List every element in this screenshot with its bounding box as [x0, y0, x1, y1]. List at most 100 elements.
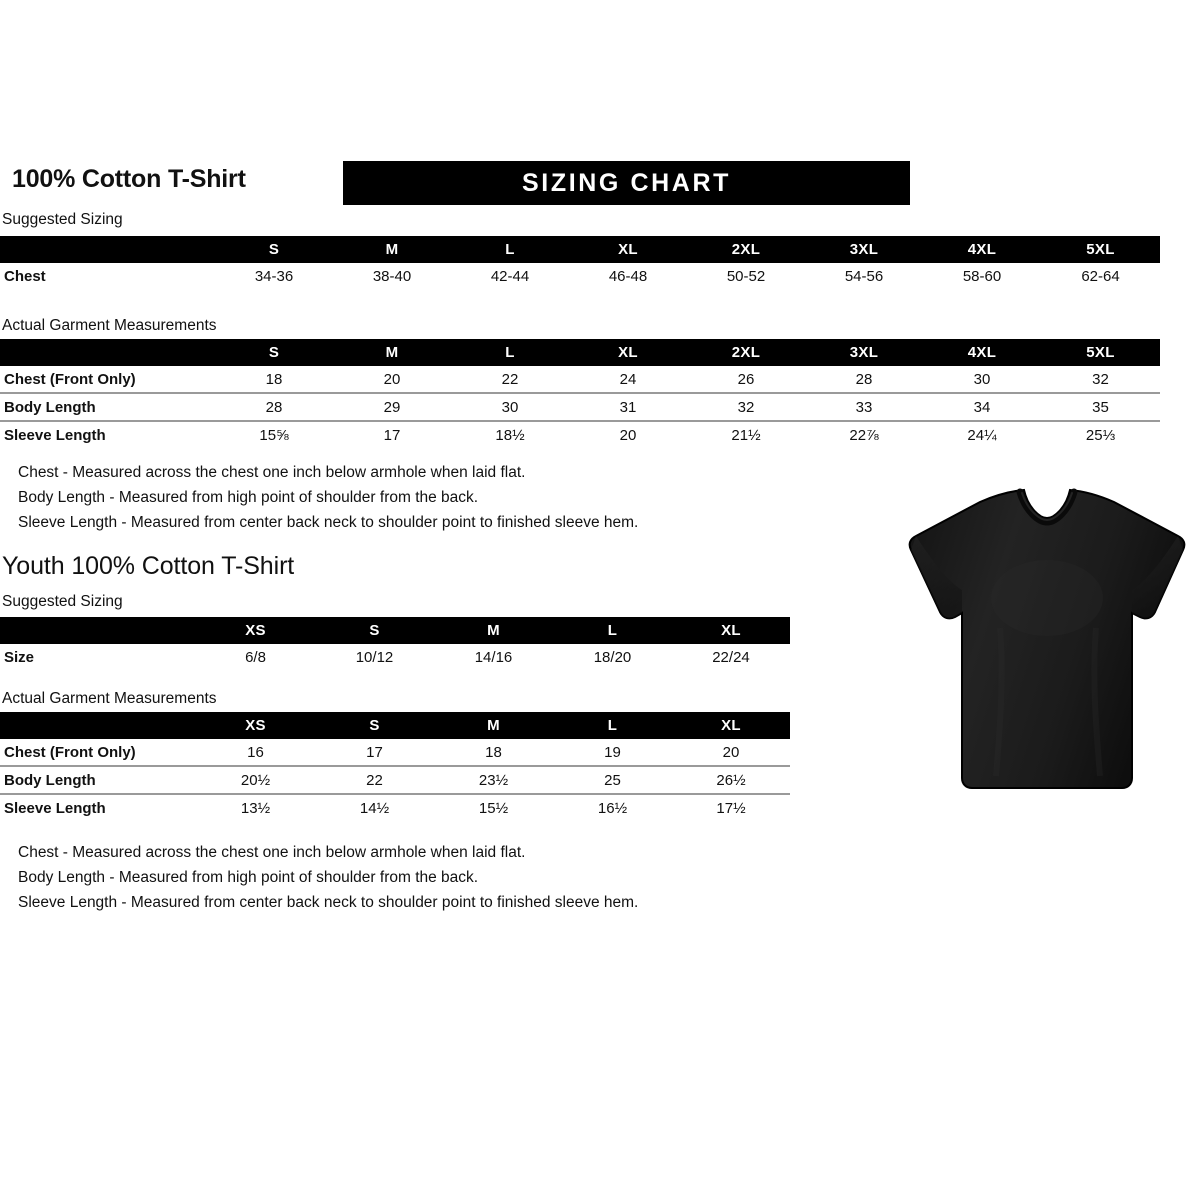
col-header-4xl: 4XL	[967, 241, 997, 258]
table-row: Chest 34-36 38-40 42-44 46-48 50-52 54-5…	[0, 263, 1160, 289]
row-label-chest: Chest	[0, 263, 215, 289]
cell-sleevelength-s: 14½	[315, 793, 434, 821]
col-header-xl: XL	[721, 622, 741, 639]
tshirt-body-shape	[908, 488, 1186, 789]
black-tshirt-icon	[908, 488, 1186, 789]
tshirt-product-image	[900, 478, 1192, 810]
col-header-l: L	[607, 717, 618, 734]
cell-bodylength-l: 25	[553, 765, 672, 794]
table-row: Sleeve Length 15⅝ 17 18½ 20 21½ 22⅞ 24¼ …	[0, 420, 1160, 448]
cell-chestfront-m: 18	[434, 739, 553, 766]
adult-suggested-caption: Suggested Sizing	[2, 211, 123, 228]
cell-chest-3xl: 54-56	[805, 263, 923, 289]
table-header-row: XS S M L XL	[0, 617, 790, 644]
col-header-5xl: 5XL	[1086, 344, 1115, 361]
note-sleeve-length: Sleeve Length - Measured from center bac…	[18, 894, 639, 911]
cell-sleevelength-l: 18½	[451, 420, 569, 448]
note-sleeve-length: Sleeve Length - Measured from center bac…	[18, 514, 639, 531]
tshirt-right-sleeve	[1132, 536, 1183, 619]
cell-bodylength-xs: 20½	[196, 765, 315, 794]
cell-sleevelength-xs: 13½	[196, 793, 315, 821]
cell-sleevelength-m: 17	[333, 420, 451, 448]
youth-actual-measurements-table: XS S M L XL Chest (Front Only) 16 17 18 …	[0, 712, 790, 821]
cell-chestfront-2xl: 26	[687, 366, 805, 393]
adult-actual-measurements-table: S M L XL 2XL 3XL 4XL 5XL Chest (Front On…	[0, 339, 1160, 448]
col-header-xs: XS	[245, 717, 266, 734]
col-header-label	[0, 339, 215, 366]
page-title: 100% Cotton T-Shirt	[12, 165, 246, 193]
row-label-body-length: Body Length	[0, 765, 196, 794]
cell-bodylength-3xl: 33	[805, 392, 923, 421]
cell-chestfront-s: 18	[215, 366, 333, 393]
row-label-chest-front-only: Chest (Front Only)	[0, 739, 196, 766]
cell-size-m: 14/16	[434, 644, 553, 670]
cell-chest-4xl: 58-60	[923, 263, 1041, 289]
sizing-chart-banner-label: SIZING CHART	[522, 169, 731, 197]
table-row: Size 6/8 10/12 14/16 18/20 22/24	[0, 644, 790, 670]
cell-chest-5xl: 62-64	[1041, 263, 1160, 289]
row-label-sleeve-length: Sleeve Length	[0, 420, 215, 448]
col-header-3xl: 3XL	[849, 344, 879, 361]
cell-chestfront-xl: 24	[569, 366, 687, 393]
cell-sleevelength-xl: 20	[569, 420, 687, 448]
row-label-sleeve-length: Sleeve Length	[0, 793, 196, 821]
table-header-row: S M L XL 2XL 3XL 4XL 5XL	[0, 236, 1160, 263]
note-body-length: Body Length - Measured from high point o…	[18, 869, 479, 886]
cell-chest-s: 34-36	[215, 263, 333, 289]
row-label-chest-front-only: Chest (Front Only)	[0, 366, 215, 393]
table-row: Sleeve Length 13½ 14½ 15½ 16½ 17½	[0, 793, 790, 821]
cell-chestfront-3xl: 28	[805, 366, 923, 393]
col-header-s: S	[268, 344, 280, 361]
col-header-2xl: 2XL	[731, 241, 761, 258]
cell-bodylength-m: 29	[333, 392, 451, 421]
col-header-m: M	[487, 622, 500, 639]
cell-bodylength-2xl: 32	[687, 392, 805, 421]
tshirt-chest-highlight	[991, 560, 1103, 636]
col-header-xs: XS	[245, 622, 266, 639]
cell-chestfront-s: 17	[315, 739, 434, 766]
col-header-m: M	[487, 717, 500, 734]
cell-chest-xl: 46-48	[569, 263, 687, 289]
sizing-chart-banner: SIZING CHART	[343, 161, 910, 205]
cell-size-xs: 6/8	[196, 644, 315, 670]
chart-header: 100% Cotton T-Shirt SIZING CHART	[10, 160, 1190, 210]
cell-sleevelength-m: 15½	[434, 793, 553, 821]
col-header-l: L	[607, 622, 618, 639]
tshirt-collar-highlight	[1021, 492, 1073, 522]
cell-sleevelength-4xl: 24¼	[923, 420, 1041, 448]
cell-chest-2xl: 50-52	[687, 263, 805, 289]
cell-chestfront-l: 19	[553, 739, 672, 766]
table-row: Chest (Front Only) 16 17 18 19 20	[0, 739, 790, 766]
col-header-2xl: 2XL	[731, 344, 761, 361]
row-label-body-length: Body Length	[0, 392, 215, 421]
table-header-row: XS S M L XL	[0, 712, 790, 739]
col-header-5xl: 5XL	[1086, 241, 1115, 258]
tshirt-collar-rib	[1016, 488, 1078, 526]
tshirt-fold-left	[993, 627, 1005, 777]
cell-sleevelength-5xl: 25⅓	[1041, 420, 1160, 448]
adult-actual-caption: Actual Garment Measurements	[2, 317, 217, 334]
cell-bodylength-s: 28	[215, 392, 333, 421]
cell-sleevelength-s: 15⅝	[215, 420, 333, 448]
col-header-m: M	[385, 241, 399, 258]
cell-size-xl: 22/24	[672, 644, 790, 670]
cell-chestfront-l: 22	[451, 366, 569, 393]
col-header-m: M	[385, 344, 399, 361]
youth-section-title: Youth 100% Cotton T-Shirt	[2, 552, 295, 580]
cell-chestfront-xs: 16	[196, 739, 315, 766]
tshirt-left-sleeve	[911, 536, 962, 619]
cell-bodylength-m: 23½	[434, 765, 553, 794]
cell-bodylength-4xl: 34	[923, 392, 1041, 421]
col-header-s: S	[369, 717, 380, 734]
table-row: Chest (Front Only) 18 20 22 24 26 28 30 …	[0, 366, 1160, 393]
table-row: Body Length 28 29 30 31 32 33 34 35	[0, 392, 1160, 421]
cell-bodylength-l: 30	[451, 392, 569, 421]
table-row: Body Length 20½ 22 23½ 25 26½	[0, 765, 790, 794]
youth-measurement-notes: Chest - Measured across the chest one in…	[18, 840, 638, 915]
cell-sleevelength-2xl: 21½	[687, 420, 805, 448]
note-body-length: Body Length - Measured from high point o…	[18, 489, 479, 506]
col-header-label	[0, 617, 196, 644]
col-header-xl: XL	[618, 241, 638, 258]
tshirt-fold-right	[1091, 627, 1103, 777]
